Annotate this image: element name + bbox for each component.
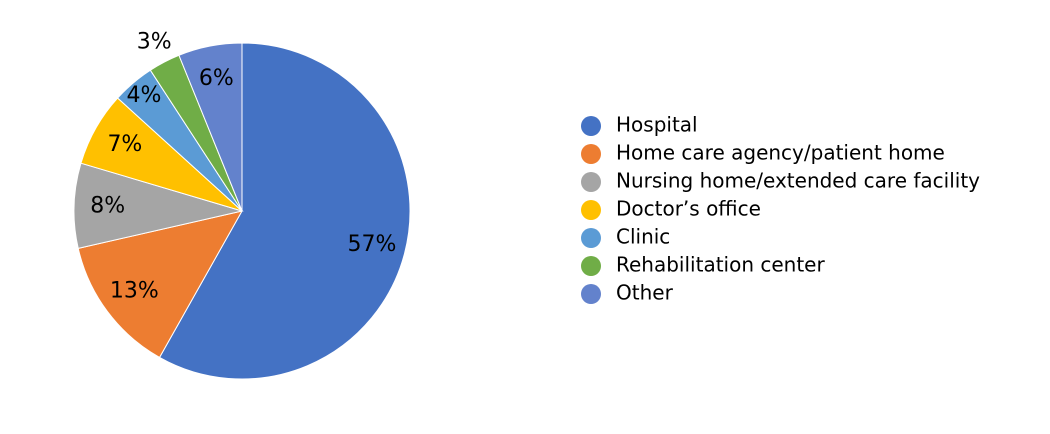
- data-label: 7%: [107, 132, 142, 157]
- legend-marker: [581, 200, 601, 220]
- pie-slice: [77, 210, 243, 359]
- legend-label: Doctor’s office: [616, 197, 761, 221]
- legend-label: Other: [616, 281, 674, 305]
- data-label: 4%: [127, 83, 162, 108]
- legend-label: Rehabilitation center: [616, 253, 825, 277]
- data-label: 8%: [90, 194, 125, 219]
- legend-marker: [581, 172, 601, 192]
- data-label: 13%: [110, 278, 159, 303]
- legend-marker: [581, 284, 601, 304]
- legend-marker: [581, 116, 601, 136]
- legend-label: Nursing home/extended care facility: [616, 169, 980, 193]
- legend-marker: [581, 144, 601, 164]
- legend-marker: [581, 228, 601, 248]
- pie-slice: [178, 42, 243, 212]
- data-label: 6%: [199, 66, 234, 91]
- data-label: 3%: [137, 30, 172, 55]
- legend-label: Clinic: [616, 225, 670, 249]
- legend-marker: [581, 256, 601, 276]
- data-label: 57%: [348, 232, 397, 257]
- legend-label: Home care agency/patient home: [616, 141, 945, 165]
- legend-label: Hospital: [616, 113, 698, 137]
- pie-slice: [158, 42, 411, 380]
